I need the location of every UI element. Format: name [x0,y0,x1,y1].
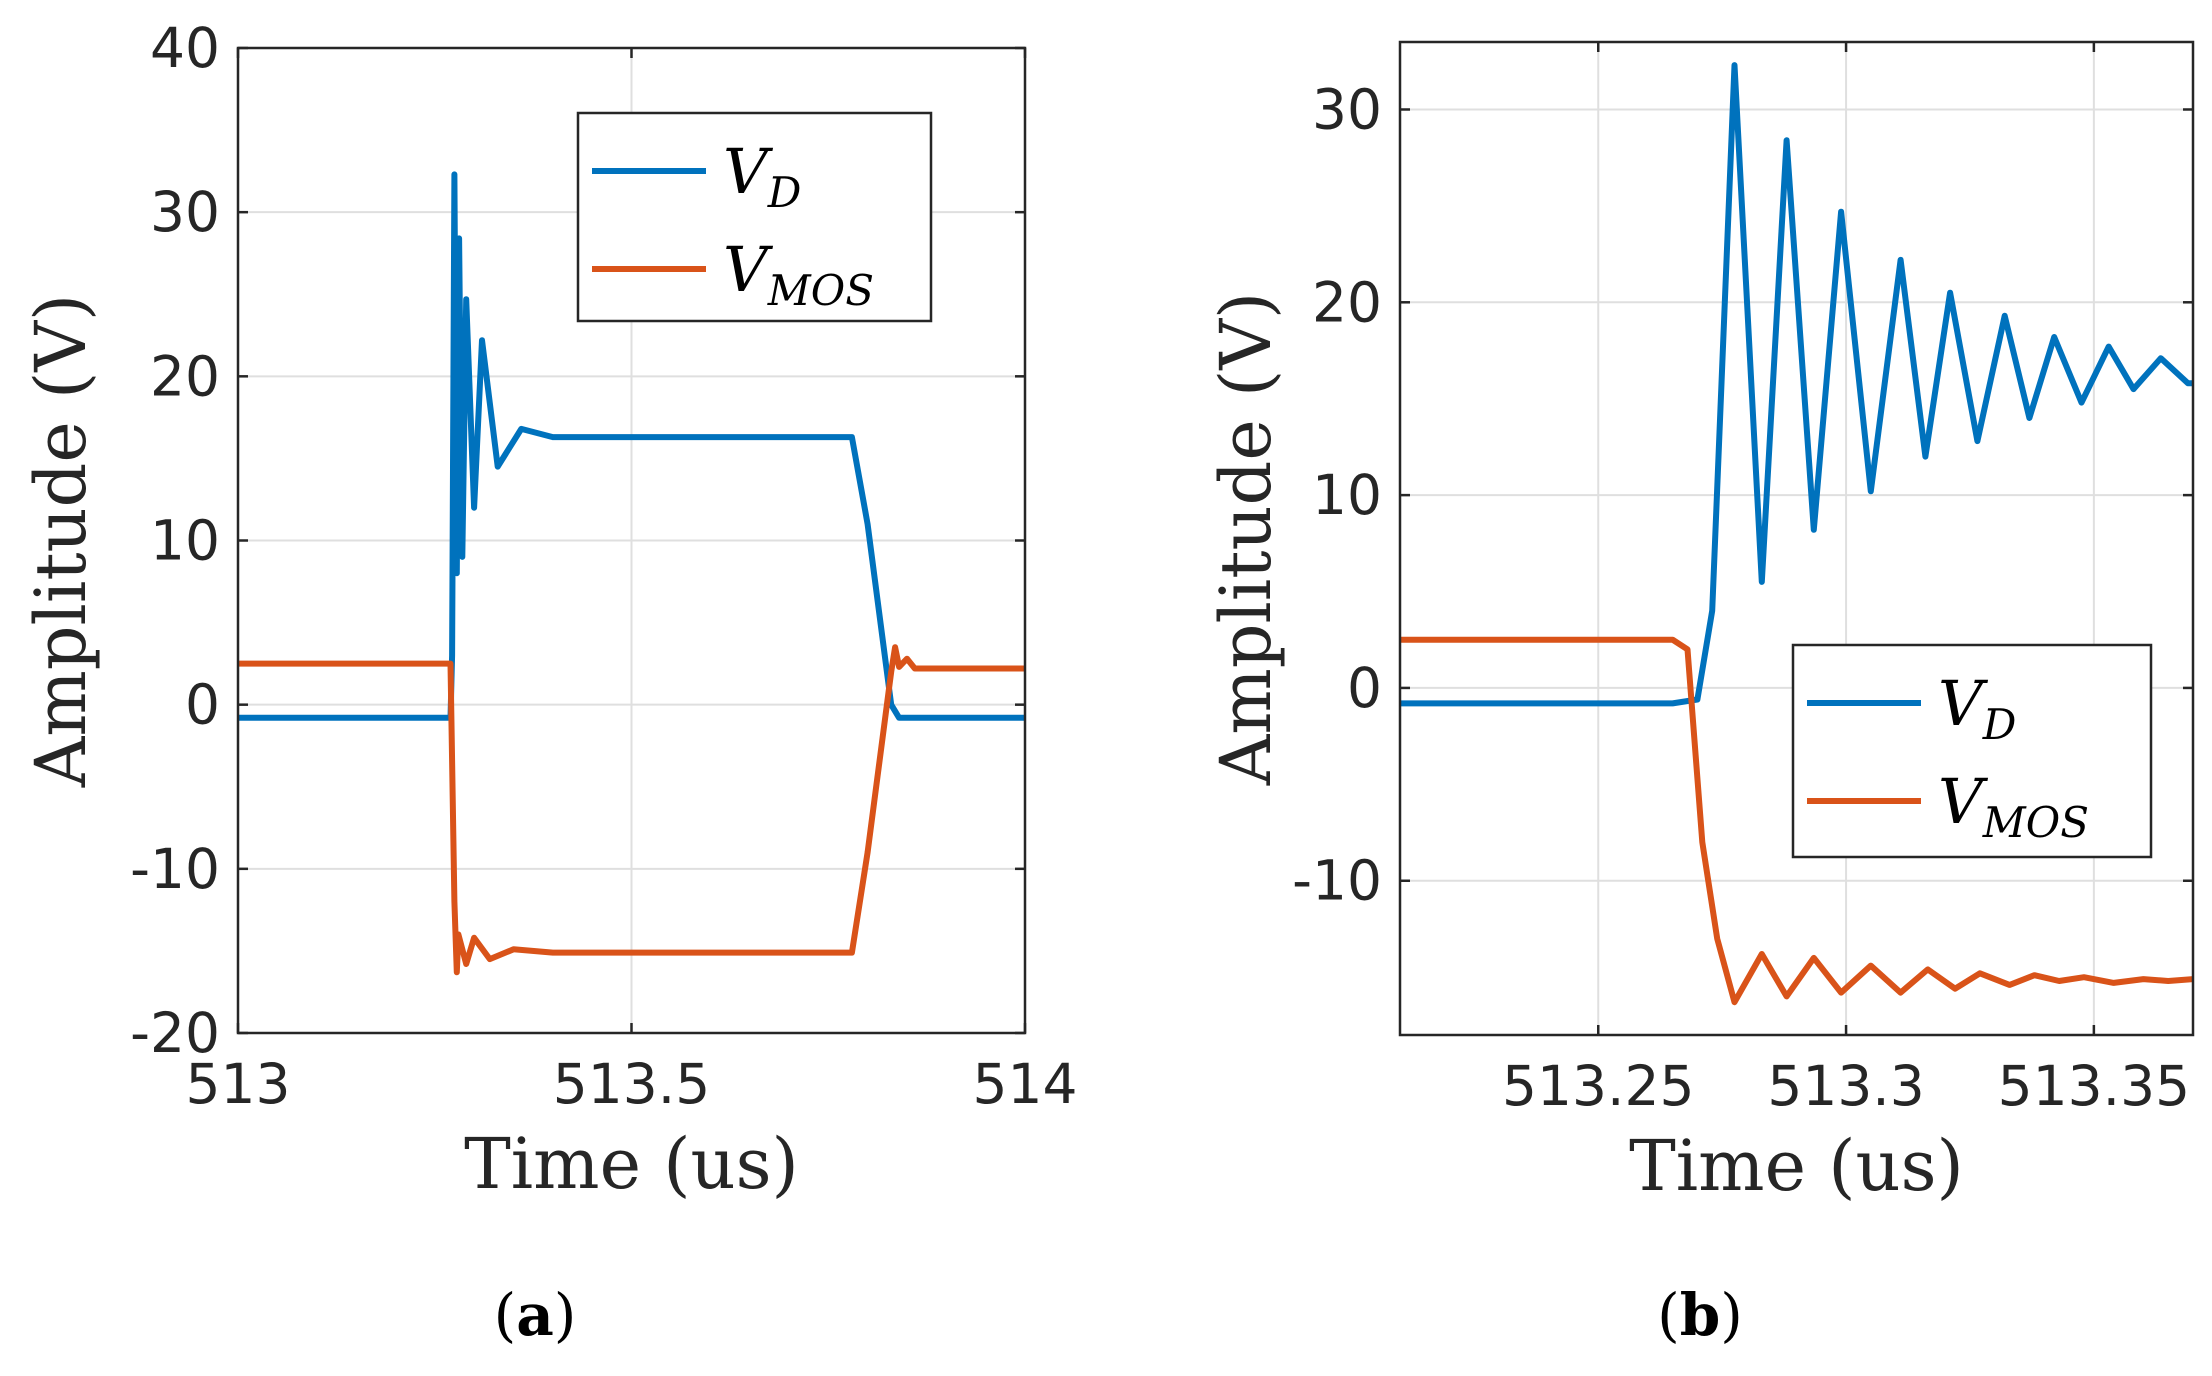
y-tick-label: -20 [130,1001,220,1065]
panel-label: (b) [1657,1281,1743,1349]
y-tick-label: 20 [1312,270,1382,334]
x-tick-label: 513.25 [1502,1054,1694,1118]
y-tick-label: 0 [1347,656,1382,720]
y-tick-label: -10 [130,837,220,901]
y-tick-label: 30 [150,180,220,244]
legend-box [1791,643,2153,859]
series-line-v-mos [238,644,1025,976]
x-tick-label: 513.5 [553,1052,710,1116]
legend-entry-v-mos: VMOS [1938,765,2089,847]
y-tick-label: 10 [150,509,220,573]
series-line-v-mos [1400,636,2193,1006]
y-tick-label: 0 [185,673,220,737]
legend-entry-v-d: VD [1938,667,2016,749]
y-tick-label: -10 [1292,849,1382,913]
x-tick-label: 513.3 [1767,1054,1924,1118]
plot-area [1400,42,2193,1035]
chart-panel-a: 513 513.5 514 -20 -10 0 10 20 30 40 Time (us) Ampli… [20,16,1077,1349]
chart-panel-b: 513.25 513.3 513.35 -10 0 10 20 30 Time (us) Ampl… [1205,40,2195,1349]
x-axis-label: Time (us) [1629,1125,1964,1207]
y-tick-label: 10 [1312,463,1382,527]
x-tick-label: 513 [186,1052,291,1116]
y-tick-label: 30 [1312,77,1382,141]
legend: VD VMOS [1791,643,2153,859]
y-axis-label: Amplitude (V) [1205,292,1287,786]
x-axis-label: Time (us) [464,1123,799,1205]
series-line-v-d [238,171,1025,721]
y-axis-label: Amplitude (V) [20,294,102,788]
series-line-v-d [1400,62,2193,707]
x-tick-label: 514 [973,1052,1078,1116]
legend: VD VMOS [576,111,933,323]
legend-box [576,111,933,323]
panel-label: (a) [494,1281,577,1349]
legend-entry-v-d: VD [723,135,801,217]
y-tick-label: 40 [150,16,220,80]
axes-frame [1398,40,2195,1037]
legend-entry-v-mos: VMOS [723,233,874,315]
y-tick-label: 20 [150,344,220,408]
x-tick-label: 513.35 [1998,1054,2190,1118]
